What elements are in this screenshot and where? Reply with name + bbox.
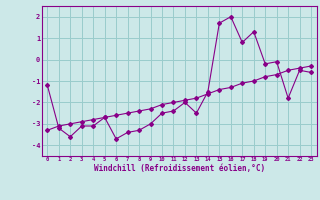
X-axis label: Windchill (Refroidissement éolien,°C): Windchill (Refroidissement éolien,°C)	[94, 164, 265, 173]
